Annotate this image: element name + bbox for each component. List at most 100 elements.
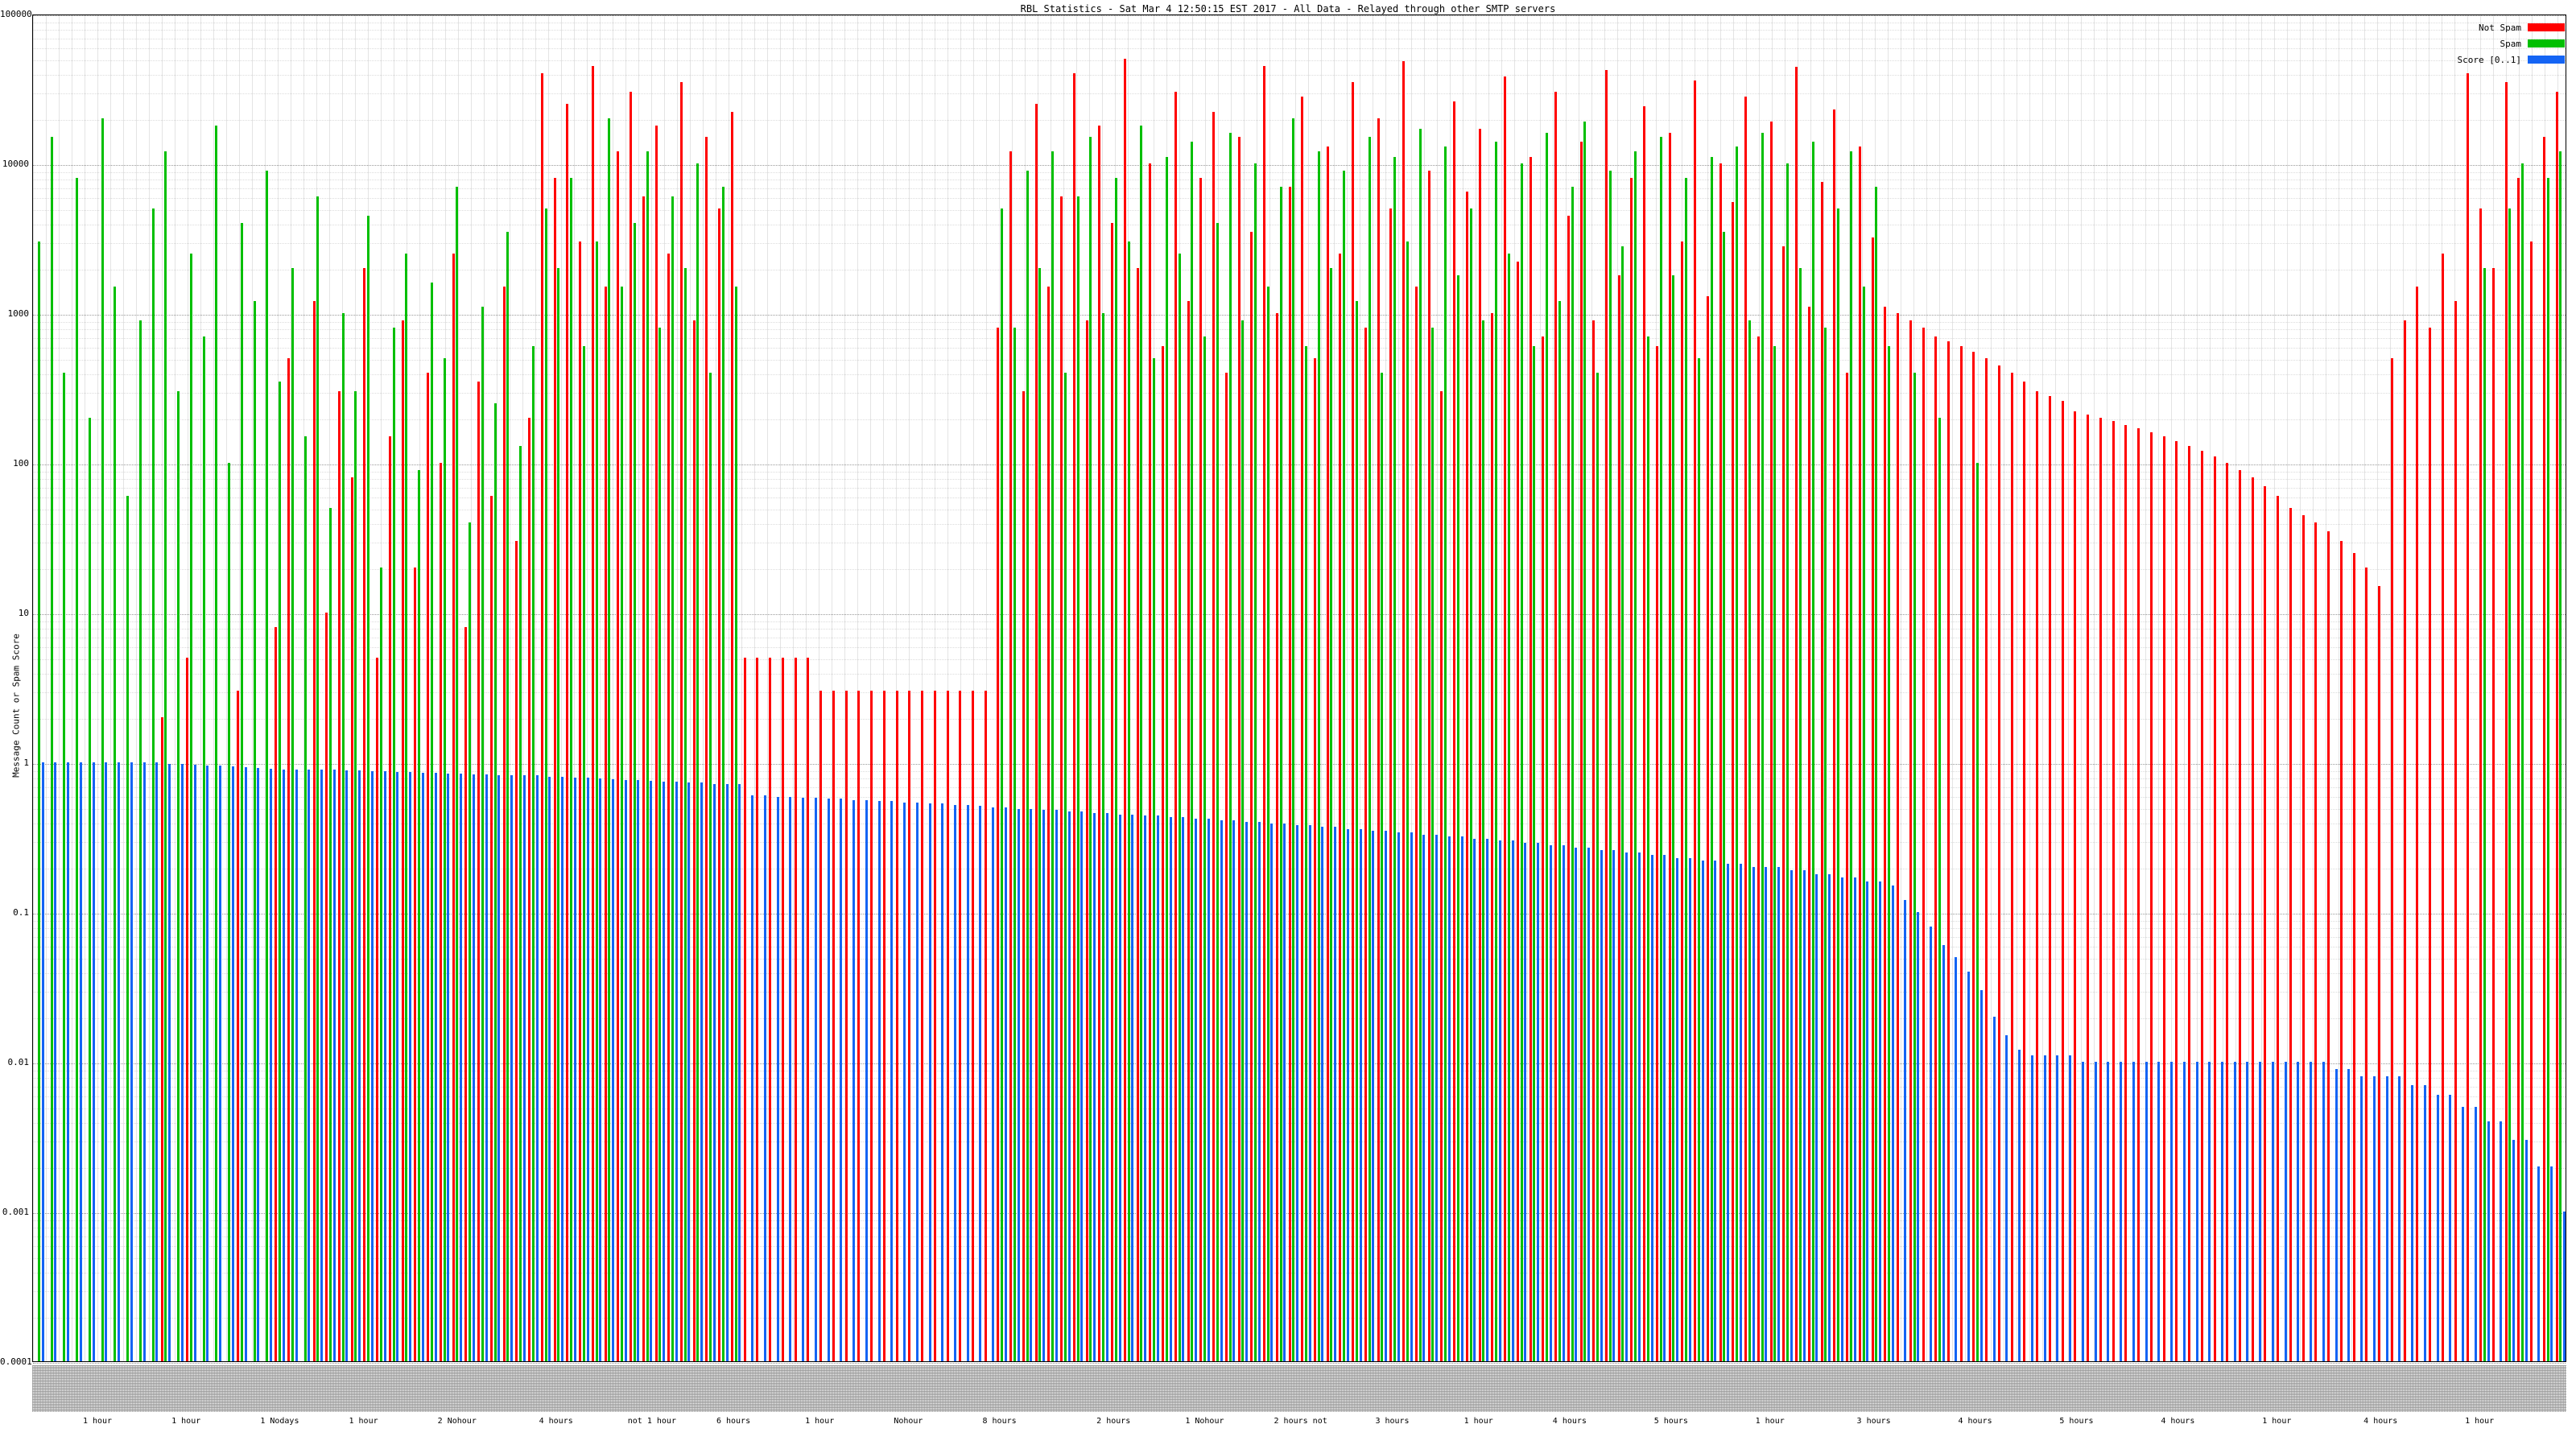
bar-score-0-1- bbox=[1308, 825, 1311, 1361]
bar-score-0-1- bbox=[1232, 820, 1236, 1361]
bar-not-spam bbox=[2087, 415, 2090, 1361]
bar-spam bbox=[1165, 157, 1168, 1361]
bar-spam bbox=[1533, 346, 1536, 1361]
gridline-minor bbox=[33, 93, 2566, 95]
bar-score-0-1- bbox=[282, 769, 285, 1361]
bar-spam bbox=[1786, 163, 1790, 1361]
bar-not-spam bbox=[1504, 76, 1507, 1361]
bar-spam bbox=[1520, 163, 1523, 1361]
bar-not-spam bbox=[604, 287, 607, 1361]
gridline-major bbox=[33, 165, 2566, 166]
x-interval-label: 4 hours bbox=[2363, 1417, 2398, 1426]
bar-spam bbox=[177, 391, 180, 1361]
bar-not-spam bbox=[2416, 287, 2419, 1361]
bar-score-0-1- bbox=[1663, 855, 1666, 1361]
bar-not-spam bbox=[1389, 208, 1393, 1361]
bar-score-0-1- bbox=[1447, 836, 1451, 1361]
legend-item: Score [0..1] bbox=[2458, 52, 2565, 68]
bar-not-spam bbox=[972, 691, 975, 1361]
bar-score-0-1- bbox=[1866, 881, 1869, 1361]
bar-score-0-1- bbox=[1600, 849, 1603, 1361]
bar-score-0-1- bbox=[1853, 877, 1856, 1361]
legend-swatch bbox=[2528, 23, 2565, 31]
bar-score-0-1- bbox=[662, 782, 665, 1361]
bar-not-spam bbox=[338, 391, 341, 1361]
bar-spam bbox=[1976, 463, 1979, 1361]
gridline-minor bbox=[33, 1236, 2566, 1237]
bar-score-0-1- bbox=[1257, 822, 1261, 1361]
bar-score-0-1- bbox=[2512, 1140, 2515, 1361]
bar-score-0-1- bbox=[1701, 861, 1704, 1361]
bar-not-spam bbox=[1352, 81, 1355, 1361]
bar-spam bbox=[1583, 122, 1587, 1361]
bar-spam bbox=[506, 231, 510, 1361]
gridline-minor bbox=[33, 797, 2566, 799]
bar-not-spam bbox=[388, 436, 391, 1361]
gridline-minor bbox=[33, 1096, 2566, 1098]
bar-score-0-1- bbox=[1828, 873, 1831, 1361]
bar-spam bbox=[633, 223, 636, 1361]
bar-score-0-1- bbox=[1688, 857, 1691, 1361]
bar-spam bbox=[1469, 208, 1472, 1361]
bar-not-spam bbox=[1643, 106, 1646, 1361]
bar-spam bbox=[279, 381, 282, 1361]
bar-score-0-1- bbox=[510, 775, 514, 1361]
x-interval-label: 2 hours not bbox=[1274, 1417, 1327, 1426]
gridline-minor bbox=[33, 647, 2566, 649]
bar-not-spam bbox=[794, 658, 797, 1361]
bar-spam bbox=[379, 568, 382, 1361]
y-tick-label: 100000 bbox=[0, 9, 32, 19]
bar-spam bbox=[1507, 253, 1510, 1361]
bar-not-spam bbox=[756, 658, 759, 1361]
bar-score-0-1- bbox=[1676, 857, 1679, 1361]
bar-score-0-1- bbox=[345, 770, 349, 1361]
gridline-minor bbox=[33, 808, 2566, 810]
bar-not-spam bbox=[1149, 163, 1152, 1361]
bar-spam bbox=[1418, 129, 1422, 1361]
bar-not-spam bbox=[2530, 242, 2533, 1361]
bar-score-0-1- bbox=[2043, 1055, 2046, 1361]
bar-score-0-1- bbox=[383, 771, 386, 1361]
gridline-minor bbox=[33, 629, 2566, 630]
bar-not-spam bbox=[1605, 70, 1608, 1361]
bar-not-spam bbox=[2175, 440, 2178, 1361]
bar-score-0-1- bbox=[180, 764, 184, 1361]
bar-score-0-1- bbox=[751, 795, 754, 1361]
bar-score-0-1- bbox=[142, 762, 146, 1361]
bar-score-0-1- bbox=[675, 782, 678, 1361]
bar-score-0-1- bbox=[2372, 1076, 2376, 1361]
bar-spam bbox=[671, 196, 674, 1361]
bar-not-spam bbox=[1579, 141, 1583, 1361]
gridline-minor bbox=[33, 1257, 2566, 1259]
bar-score-0-1- bbox=[2436, 1095, 2439, 1361]
bar-score-0-1- bbox=[1270, 824, 1274, 1361]
bar-score-0-1- bbox=[1612, 849, 1616, 1361]
bar-spam bbox=[151, 208, 155, 1361]
bar-score-0-1- bbox=[1790, 870, 1793, 1361]
bar-score-0-1- bbox=[2524, 1140, 2528, 1361]
bar-spam bbox=[646, 151, 649, 1361]
x-interval-label: 1 Nodays bbox=[260, 1417, 299, 1426]
bar-not-spam bbox=[1681, 242, 1684, 1361]
legend-swatch bbox=[2528, 56, 2565, 64]
bar-not-spam bbox=[312, 301, 316, 1361]
bar-not-spam bbox=[2010, 373, 2013, 1361]
bar-score-0-1- bbox=[2385, 1076, 2388, 1361]
bar-score-0-1- bbox=[814, 798, 817, 1361]
bar-not-spam bbox=[1453, 101, 1456, 1361]
bar-score-0-1- bbox=[1815, 873, 1818, 1361]
bar-not-spam bbox=[1072, 73, 1075, 1361]
bar-not-spam bbox=[807, 658, 810, 1361]
bar-spam bbox=[354, 391, 357, 1361]
bar-score-0-1- bbox=[1524, 843, 1527, 1361]
bar-score-0-1- bbox=[2259, 1062, 2262, 1361]
bar-not-spam bbox=[2454, 301, 2457, 1361]
gridline-minor bbox=[33, 1291, 2566, 1293]
bar-spam bbox=[1153, 358, 1156, 1361]
bar-not-spam bbox=[2264, 485, 2267, 1361]
y-tick-label: 10000 bbox=[2, 159, 29, 169]
bar-score-0-1- bbox=[992, 807, 995, 1361]
bar-spam bbox=[481, 307, 484, 1361]
bar-not-spam bbox=[363, 268, 366, 1361]
bar-not-spam bbox=[1807, 307, 1810, 1361]
